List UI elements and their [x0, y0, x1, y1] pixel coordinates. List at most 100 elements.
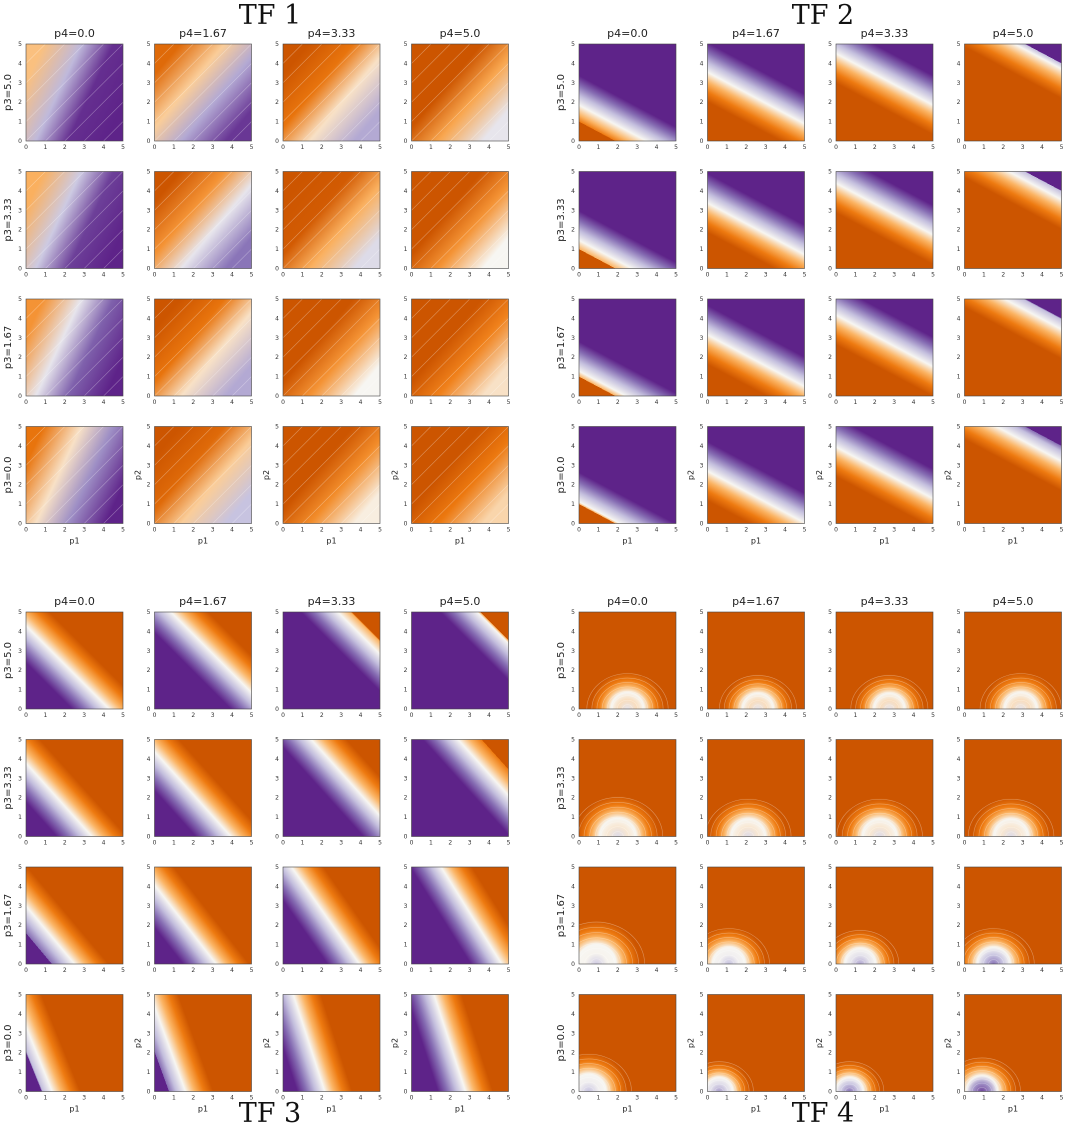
y-tick-label: 2: [18, 482, 22, 489]
x-tick-label: 5: [931, 712, 935, 719]
y-tick-label: 4: [828, 883, 832, 890]
x-tick-label: 3: [82, 967, 86, 974]
y-tick-label: 5: [18, 424, 22, 431]
y-tick-label: 0: [571, 1089, 575, 1096]
y-tick-label: 3: [957, 462, 961, 469]
x-tick-label: 5: [674, 272, 678, 279]
x-tick-label: 0: [153, 144, 157, 151]
plot-frame: [282, 866, 381, 965]
y-tick-label: 5: [18, 737, 22, 744]
x-tick-label: 4: [102, 1095, 106, 1102]
x-tick-label: 2: [616, 1095, 620, 1102]
plot-frame: [411, 611, 509, 710]
x-tick-label: 4: [655, 272, 659, 279]
x-tick-label: 5: [1060, 1095, 1064, 1102]
y-tick-label: 0: [275, 266, 279, 273]
x-tick-label: 1: [596, 712, 600, 719]
plot-frame: [964, 611, 1062, 710]
y-tick-label: 0: [700, 1089, 704, 1096]
x-tick-label: 1: [596, 527, 600, 534]
x-tick-label: 3: [211, 712, 215, 719]
contour-plot: [964, 426, 1062, 524]
y-tick-label: 3: [571, 207, 575, 214]
x-tick-label: 5: [803, 527, 807, 534]
contour-plot: [579, 739, 676, 837]
y-tick-label: 1: [828, 374, 832, 381]
x-tick-label: 3: [339, 967, 343, 974]
x-tick-label: 1: [982, 1095, 986, 1102]
x-tick-label: 5: [378, 144, 382, 151]
contour-plot: [154, 739, 252, 837]
x-tick-label: 2: [191, 399, 195, 406]
plot-frame: [411, 426, 509, 524]
y-tick-label: 2: [571, 795, 575, 802]
plot-frame: [707, 43, 805, 142]
x-tick-label: 1: [429, 712, 433, 719]
x-tick-label: 1: [172, 967, 176, 974]
y-tick-label: 4: [275, 628, 279, 635]
y-tick-label: 0: [828, 706, 832, 713]
x-tick-label: 1: [982, 272, 986, 279]
y-tick-label: 5: [147, 41, 151, 48]
x-tick-label: 5: [378, 712, 382, 719]
y-tick-label: 4: [700, 60, 704, 67]
y-tick-label: 2: [700, 1050, 704, 1057]
plot-frame: [282, 994, 381, 1092]
plot-frame: [282, 739, 381, 837]
x-tick-label: 2: [63, 1095, 67, 1102]
y-tick-label: 1: [275, 814, 279, 821]
y-tick-label: 2: [571, 1050, 575, 1057]
y-tick-label: 2: [571, 482, 575, 489]
y-tick-label: 4: [700, 1011, 704, 1018]
y-tick-label: 5: [571, 609, 575, 616]
contour-plot: [283, 994, 380, 1092]
x-tick-label: 1: [853, 399, 857, 406]
x-tick-label: 5: [121, 840, 125, 847]
x-tick-label: 3: [468, 967, 472, 974]
plot-frame: [25, 298, 124, 397]
x-tick-label: 3: [764, 712, 768, 719]
x-tick-label: 1: [982, 967, 986, 974]
x-tick-label: 1: [300, 399, 304, 406]
plot-frame: [154, 611, 252, 710]
y-tick-label: 0: [147, 393, 151, 400]
y-tick-label: 2: [828, 795, 832, 802]
plot-frame: [578, 866, 677, 965]
y-axis-label: p2: [134, 470, 143, 480]
y-tick-label: 5: [147, 169, 151, 176]
x-tick-label: 5: [250, 712, 254, 719]
y-tick-label: 3: [700, 207, 704, 214]
x-tick-label: 2: [320, 527, 324, 534]
x-tick-label: 0: [24, 527, 28, 534]
x-tick-label: 0: [281, 840, 285, 847]
contour-plot: [836, 739, 933, 837]
y-tick-label: 3: [18, 80, 22, 87]
y-tick-label: 5: [571, 296, 575, 303]
x-tick-label: 3: [339, 144, 343, 151]
plot-frame: [964, 994, 1062, 1092]
y-tick-label: 2: [147, 227, 151, 234]
y-tick-label: 0: [18, 521, 22, 528]
x-tick-label: 1: [725, 967, 729, 974]
y-tick-label: 3: [404, 775, 408, 782]
x-tick-label: 3: [1021, 144, 1025, 151]
y-tick-label: 2: [571, 354, 575, 361]
x-tick-label: 2: [744, 840, 748, 847]
y-tick-label: 2: [571, 227, 575, 234]
y-tick-label: 4: [147, 315, 151, 322]
y-axis-label: p2: [134, 1038, 143, 1048]
y-tick-label: 0: [571, 521, 575, 528]
y-tick-label: 2: [147, 922, 151, 929]
plot-frame: [154, 171, 252, 269]
x-tick-label: 2: [616, 840, 620, 847]
y-tick-label: 3: [700, 775, 704, 782]
x-tick-label: 4: [487, 144, 491, 151]
x-tick-label: 5: [931, 840, 935, 847]
y-tick-label: 0: [275, 706, 279, 713]
y-tick-label: 3: [700, 80, 704, 87]
x-tick-label: 2: [1001, 272, 1005, 279]
x-axis-label: p1: [455, 537, 465, 546]
x-tick-label: 2: [320, 712, 324, 719]
x-tick-label: 4: [487, 527, 491, 534]
y-tick-label: 0: [828, 521, 832, 528]
